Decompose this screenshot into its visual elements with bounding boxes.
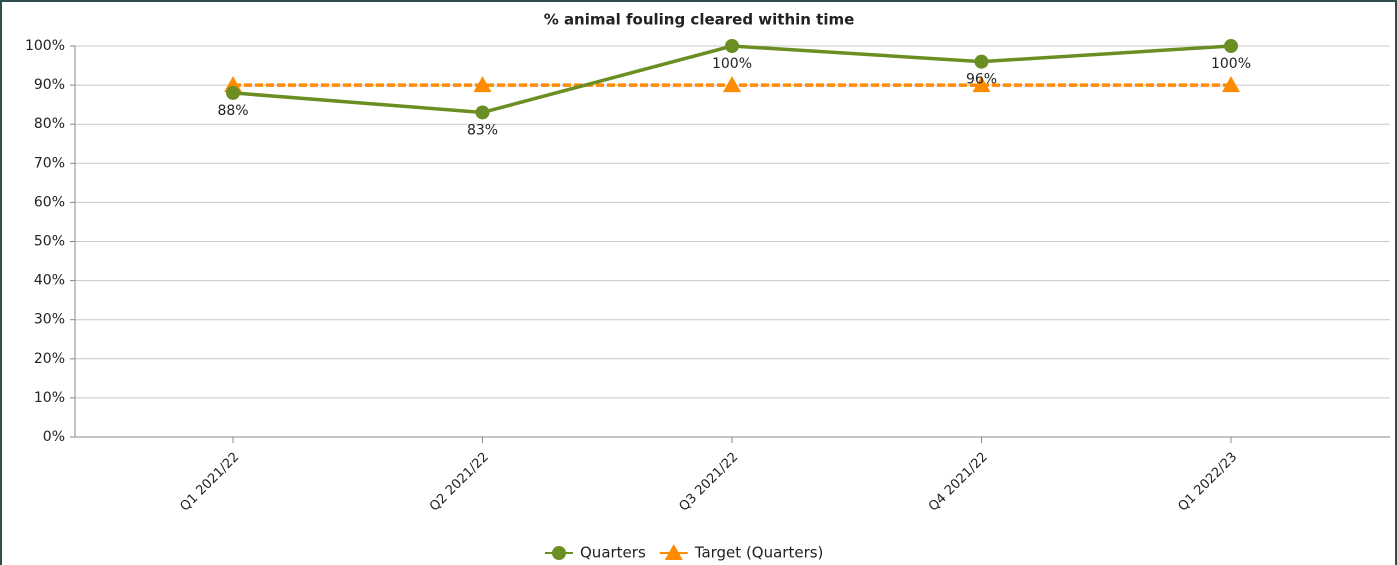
marker bbox=[974, 54, 989, 69]
y-tick-label: 80% bbox=[34, 116, 65, 132]
marker bbox=[552, 546, 566, 560]
y-tick-label: 50% bbox=[34, 234, 65, 250]
y-tick-label: 10% bbox=[34, 390, 65, 406]
data-label: 100% bbox=[712, 56, 752, 72]
data-label: 96% bbox=[966, 72, 997, 88]
series: 88% 83% 100% 96% 100% bbox=[217, 39, 1251, 138]
data-label: 83% bbox=[467, 122, 498, 138]
data-label: 100% bbox=[1211, 56, 1251, 72]
y-tick-label: 20% bbox=[34, 351, 65, 367]
marker bbox=[972, 76, 991, 93]
data-label: 88% bbox=[217, 103, 248, 119]
y-tick-label: 40% bbox=[34, 273, 65, 289]
chart-title: % animal fouling cleared within time bbox=[544, 11, 855, 29]
y-tick-label: 60% bbox=[34, 194, 65, 210]
legend-label: Quarters bbox=[580, 544, 646, 562]
marker bbox=[723, 76, 741, 93]
marker bbox=[1222, 76, 1240, 93]
y-tick-label: 70% bbox=[34, 155, 65, 171]
y-tick-label: 90% bbox=[34, 77, 65, 93]
marker bbox=[475, 105, 490, 120]
y-tick-label: 30% bbox=[34, 312, 65, 328]
y-tick-label: 100% bbox=[25, 38, 65, 54]
legend-label: Target (Quarters) bbox=[694, 544, 824, 562]
y-tick-label: 0% bbox=[43, 429, 65, 445]
marker bbox=[664, 544, 683, 560]
marker bbox=[473, 76, 492, 93]
marker bbox=[226, 85, 240, 100]
marker bbox=[725, 39, 739, 53]
marker bbox=[1224, 39, 1238, 53]
